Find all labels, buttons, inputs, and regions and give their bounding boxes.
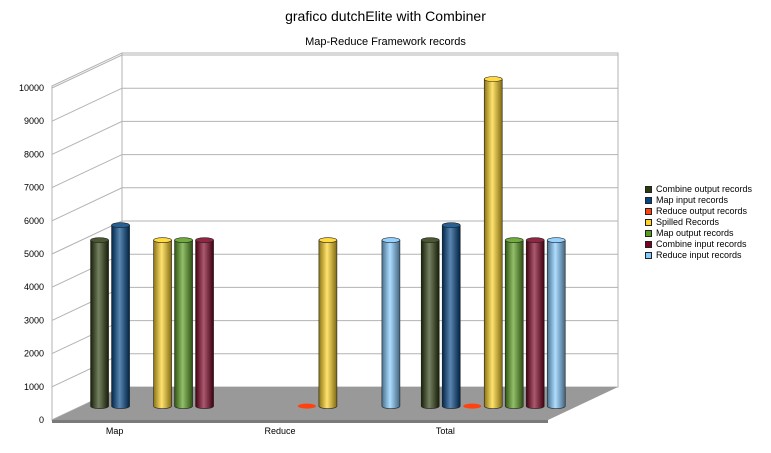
bar-body xyxy=(153,239,172,409)
bar-body xyxy=(483,78,503,409)
bar-cap xyxy=(546,237,566,243)
bar-body xyxy=(441,224,461,409)
legend-item: Reduce output records xyxy=(645,206,752,217)
legend-label: Combine input records xyxy=(656,239,747,249)
bar xyxy=(195,237,214,409)
chart-legend: Combine output records Map input records R… xyxy=(645,184,752,261)
gridline xyxy=(51,187,618,222)
bar xyxy=(525,237,545,409)
legend-label: Map input records xyxy=(656,195,729,205)
legend-item: Reduce input records xyxy=(645,250,752,261)
y-tick-label: 8000 xyxy=(24,149,44,159)
bar xyxy=(546,237,566,409)
bar xyxy=(381,237,401,409)
y-tick-label: 1000 xyxy=(24,382,44,392)
y-tick-label: 2000 xyxy=(24,349,44,359)
bar-cap xyxy=(525,237,545,243)
bar-body xyxy=(111,224,130,409)
bar xyxy=(174,237,193,409)
x-tick-label: Total xyxy=(436,426,455,436)
bar xyxy=(483,76,503,409)
legend-item: Map input records xyxy=(645,195,752,206)
y-tick-label: 6000 xyxy=(24,216,44,226)
bar-cap xyxy=(153,237,172,243)
bar-cap xyxy=(318,237,338,243)
bar xyxy=(420,237,440,409)
gridline xyxy=(51,54,618,89)
bar xyxy=(504,237,524,409)
bar-body xyxy=(195,239,214,409)
bar-body xyxy=(90,239,109,409)
bar-cap xyxy=(441,222,461,228)
bar-body xyxy=(420,239,440,409)
y-tick-label: 9000 xyxy=(24,116,44,126)
legend-label: Reduce output records xyxy=(656,206,748,216)
bar xyxy=(463,403,482,409)
x-tick-label: Reduce xyxy=(264,426,295,436)
legend-label: Map output records xyxy=(656,228,734,238)
bar-cap xyxy=(504,237,524,243)
legend-label: Reduce input records xyxy=(656,250,742,260)
gridline xyxy=(51,120,618,155)
legend-swatch xyxy=(645,197,652,204)
bar xyxy=(90,237,109,409)
bar-body xyxy=(174,239,193,409)
bar-cap xyxy=(483,76,503,82)
legend-swatch xyxy=(645,230,652,237)
bar-cap xyxy=(111,222,130,228)
bar-cap xyxy=(420,237,440,243)
bar xyxy=(318,237,338,409)
legend-item: Spilled Records xyxy=(645,217,752,228)
x-tick-label: Map xyxy=(106,426,124,436)
legend-item: Combine input records xyxy=(645,239,752,250)
y-tick-label: 10000 xyxy=(19,83,44,93)
y-tick-label: 7000 xyxy=(24,183,44,193)
gridline xyxy=(51,87,618,122)
bar xyxy=(111,222,130,409)
bar-body xyxy=(318,239,338,409)
bar xyxy=(441,222,461,409)
bar-body xyxy=(381,239,401,409)
legend-swatch xyxy=(645,219,652,226)
legend-label: Spilled Records xyxy=(656,217,720,227)
bar-body xyxy=(546,239,566,409)
legend-swatch xyxy=(645,208,652,215)
bar-body xyxy=(504,239,524,409)
chart-title: grafico dutchElite with Combiner xyxy=(285,8,486,24)
y-tick-label: 4000 xyxy=(24,282,44,292)
floor-front xyxy=(52,420,548,423)
legend-item: Combine output records xyxy=(645,184,752,195)
gridline xyxy=(51,154,618,189)
x-axis: Map Reduce Total xyxy=(106,426,455,436)
y-tick-label: 5000 xyxy=(24,249,44,259)
bar xyxy=(297,403,316,409)
legend-swatch xyxy=(645,241,652,248)
y-axis: 0 1000 2000 3000 4000 5000 6000 7000 8000 9000 100… xyxy=(19,83,53,425)
bar-cap xyxy=(195,237,214,243)
bar-cap xyxy=(463,403,482,409)
legend-label: Combine output records xyxy=(656,184,753,194)
bar-cap xyxy=(297,403,316,409)
gridline xyxy=(51,220,618,255)
legend-swatch xyxy=(645,252,652,259)
bar-cap xyxy=(381,237,401,243)
y-tick-label: 0 xyxy=(39,415,44,425)
bar-series xyxy=(90,76,566,409)
bar-cap xyxy=(90,237,109,243)
bar xyxy=(153,237,172,409)
legend-item: Map output records xyxy=(645,228,752,239)
y-tick-label: 3000 xyxy=(24,315,44,325)
bar-cap xyxy=(174,237,193,243)
bar-body xyxy=(525,239,545,409)
legend-swatch xyxy=(645,186,652,193)
chart-subtitle: Map-Reduce Framework records xyxy=(305,36,466,48)
